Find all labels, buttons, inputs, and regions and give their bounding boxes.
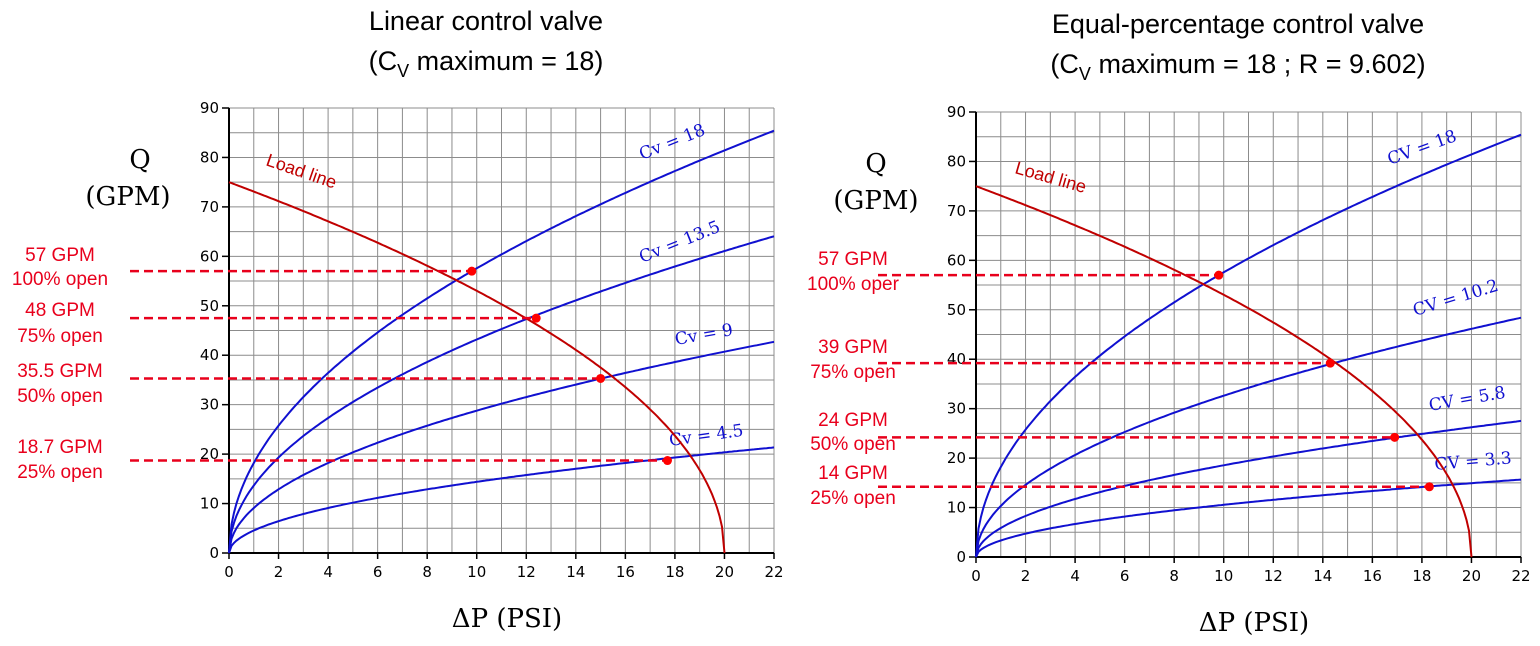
x-tick-label: 6 <box>373 563 383 581</box>
cv-curve-label: Cv = 4.5 <box>668 421 745 451</box>
operating-point-opening-label: 100% open <box>12 269 108 290</box>
operating-point-flow-label: 35.5 GPM <box>17 361 103 382</box>
operating-point-opening-label: 75% open <box>17 326 103 347</box>
y-tick-label: 60 <box>947 251 966 269</box>
y-axis-unit: (GPM) <box>85 182 170 212</box>
operating-point-flow-label: 18.7 GPM <box>17 437 103 458</box>
y-tick-label: 10 <box>200 495 219 513</box>
plot-grid <box>228 107 775 554</box>
chart-subtitle: (CV maximum = 18 ; R = 9.602) <box>1050 49 1425 84</box>
operating-point-flow-label: 39 GPM <box>818 337 888 358</box>
x-tick-label: 16 <box>1363 567 1382 585</box>
x-tick-label: 18 <box>665 563 684 581</box>
chart-title: Linear control valve <box>369 6 603 36</box>
load-line <box>975 185 1473 558</box>
cv-curve-label: Cv = 13.5 <box>636 217 723 268</box>
operating-point-marker <box>1214 270 1224 280</box>
x-tick-label: 20 <box>715 563 734 581</box>
y-tick-label: 70 <box>947 202 966 220</box>
operating-point-marker <box>1390 432 1400 442</box>
y-tick-label: 90 <box>200 99 219 117</box>
operating-point-marker <box>467 266 477 276</box>
operating-point-marker <box>531 313 541 323</box>
y-tick-label: 80 <box>200 148 219 166</box>
cv-curve-label: Cv = 9 <box>673 320 734 350</box>
linear-valve-chart: Linear control valve (CV maximum = 18) 0 10… <box>12 6 784 634</box>
x-tick-label: 14 <box>1313 567 1332 585</box>
x-tick-label: 4 <box>1070 567 1080 585</box>
operating-point-flow-label: 14 GPM <box>818 463 888 484</box>
plot-grid <box>975 111 1522 558</box>
x-tick-label: 10 <box>1214 567 1233 585</box>
cv-curve-1 <box>975 316 1522 558</box>
x-tick-label: 14 <box>566 563 585 581</box>
operating-point-marker <box>596 373 606 383</box>
y-tick-label: 50 <box>947 301 966 319</box>
y-axis-label: Q <box>129 145 150 175</box>
y-tick-label: 60 <box>200 247 219 265</box>
y-tick-label: 20 <box>947 449 966 467</box>
operating-point-marker <box>1325 358 1335 368</box>
x-tick-label: 12 <box>517 563 536 581</box>
cv-curve-label: CV = 5.8 <box>1427 383 1507 416</box>
cv-curve-3 <box>228 446 775 554</box>
cv-curve-2 <box>228 340 775 554</box>
cv-curve-label: Cv = 18 <box>636 120 708 165</box>
operating-point-marker <box>662 456 672 466</box>
y-axis-label: Q <box>865 149 886 179</box>
operating-point-opening-label: 75% open <box>810 362 896 383</box>
x-tick-label: 6 <box>1120 567 1130 585</box>
operating-point-opening-label: 50% open <box>810 434 896 455</box>
y-tick-label: 70 <box>200 198 219 216</box>
x-tick-label: 16 <box>616 563 635 581</box>
y-tick-label: 0 <box>209 544 219 562</box>
y-tick-label: 20 <box>200 445 219 463</box>
operating-point-flow-label: 24 GPM <box>818 410 888 431</box>
operating-point-flow-label: 48 GPM <box>25 300 95 321</box>
x-tick-label: 2 <box>274 563 284 581</box>
x-axis-label: ΔP (PSI) <box>1199 608 1309 638</box>
chart-subtitle: (CV maximum = 18) <box>369 46 604 81</box>
x-tick-label: 12 <box>1264 567 1283 585</box>
y-tick-label: 40 <box>947 350 966 368</box>
operating-point-flow-label: 57 GPM <box>25 245 95 266</box>
y-tick-label: 30 <box>200 396 219 414</box>
operating-point-flow-label: 57 GPM <box>818 249 888 270</box>
cv-curve-0 <box>975 133 1522 558</box>
cv-curve-label: CV = 10.2 <box>1411 276 1501 321</box>
y-tick-label: 80 <box>947 152 966 170</box>
y-tick-label: 10 <box>947 499 966 517</box>
y-axis-unit: (GPM) <box>833 186 918 216</box>
x-axis-label: ΔP (PSI) <box>452 604 562 634</box>
x-tick-label: 0 <box>224 563 234 581</box>
x-tick-label: 10 <box>467 563 486 581</box>
operating-point-opening-label: 25% open <box>17 462 103 483</box>
cv-curve-2 <box>975 419 1522 558</box>
y-tick-label: 0 <box>956 548 966 566</box>
operating-point-opening-label: 50% open <box>17 386 103 407</box>
operating-point-opening-label: 25% open <box>810 488 896 509</box>
y-tick-label: 40 <box>200 346 219 364</box>
x-tick-label: 0 <box>971 567 981 585</box>
cv-curve-1 <box>228 235 775 554</box>
x-tick-label: 2 <box>1021 567 1031 585</box>
x-tick-label: 20 <box>1462 567 1481 585</box>
x-tick-label: 8 <box>1169 567 1179 585</box>
load-line <box>228 181 726 554</box>
x-tick-label: 22 <box>764 563 783 581</box>
x-tick-label: 18 <box>1412 567 1431 585</box>
cv-curve-0 <box>228 129 775 554</box>
x-tick-label: 22 <box>1511 567 1530 585</box>
y-tick-label: 50 <box>200 297 219 315</box>
y-tick-label: 30 <box>947 400 966 418</box>
x-tick-label: 4 <box>323 563 333 581</box>
chart-title: Equal-percentage control valve <box>1052 9 1424 39</box>
y-tick-label: 90 <box>947 103 966 121</box>
x-tick-label: 8 <box>422 563 432 581</box>
operating-point-marker <box>1424 482 1434 492</box>
operating-point-opening-label: 100% oper <box>807 274 900 295</box>
equal-percentage-valve-chart: Equal-percentage control valve (CV maximu… <box>807 9 1531 638</box>
